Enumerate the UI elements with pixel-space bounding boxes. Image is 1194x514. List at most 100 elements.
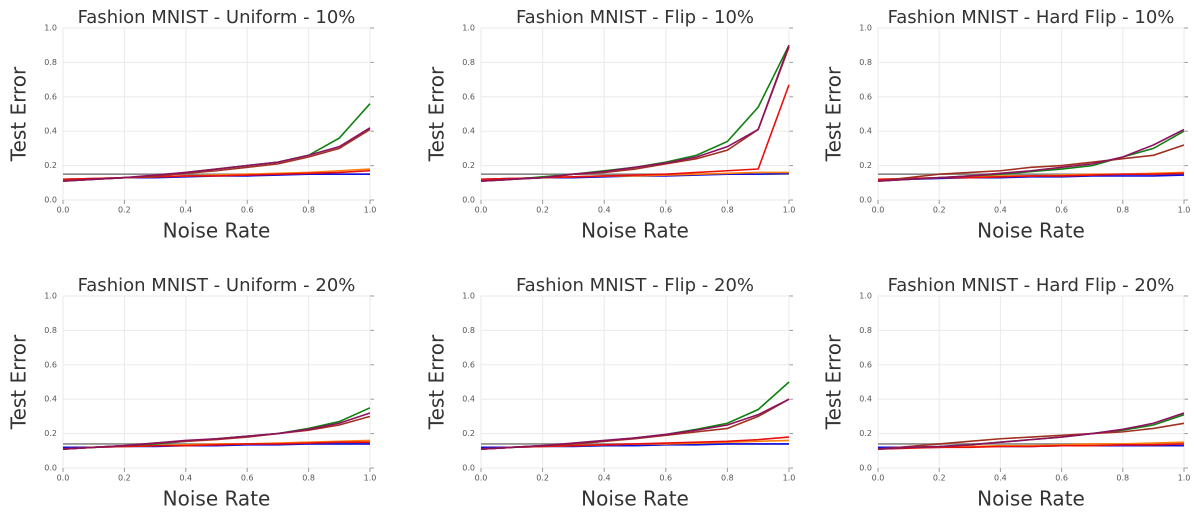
y-tick-label: 0.8 bbox=[859, 326, 872, 335]
chart-title: Fashion MNIST - Hard Flip - 10% bbox=[888, 7, 1175, 28]
y-tick-label: 0.2 bbox=[859, 429, 872, 438]
x-tick-label: 0.8 bbox=[1116, 474, 1129, 483]
x-tick-label: 0.0 bbox=[475, 474, 488, 483]
x-tick-label: 0.2 bbox=[536, 206, 549, 215]
subplot: 0.0 0.2 0.4 0.6 0.8 1.0 0.0 0.2 0.4 0.6 0.8 1.0 Fash… bbox=[822, 275, 1191, 511]
series-line bbox=[480, 398, 790, 450]
x-tick-label: 0.6 bbox=[1055, 206, 1068, 215]
subplot: 0.0 0.2 0.4 0.6 0.8 1.0 0.0 0.2 0.4 0.6 0.8 1.0 Fash… bbox=[822, 7, 1191, 243]
y-axis-label: Test Error bbox=[425, 66, 449, 162]
y-axis-label: Test Error bbox=[7, 66, 31, 162]
y-tick-label: 0.6 bbox=[44, 360, 57, 369]
series-line bbox=[877, 422, 1185, 450]
y-tick-label: 0.8 bbox=[44, 326, 57, 335]
subplot: 0.0 0.2 0.4 0.6 0.8 1.0 0.0 0.2 0.4 0.6 0.8 1.0 Fash… bbox=[7, 275, 377, 511]
y-tick-label: 1.0 bbox=[44, 24, 57, 33]
y-tick-label: 0.0 bbox=[462, 196, 475, 205]
x-tick-label: 0.6 bbox=[659, 206, 672, 215]
x-tick-label: 0.0 bbox=[872, 206, 885, 215]
chart-title: Fashion MNIST - Hard Flip - 20% bbox=[888, 275, 1175, 296]
y-tick-label: 0.4 bbox=[859, 395, 872, 404]
x-tick-label: 0.0 bbox=[57, 206, 70, 215]
x-tick-label: 0.2 bbox=[118, 206, 131, 215]
x-tick-label: 0.2 bbox=[933, 474, 946, 483]
x-axis-label: Noise Rate bbox=[977, 219, 1085, 243]
series-line bbox=[480, 44, 790, 182]
x-tick-label: 1.0 bbox=[783, 206, 796, 215]
y-tick-label: 0.2 bbox=[859, 161, 872, 170]
y-tick-label: 0.8 bbox=[44, 58, 57, 67]
x-tick-label: 0.2 bbox=[933, 206, 946, 215]
series-line bbox=[62, 127, 371, 182]
x-tick-label: 1.0 bbox=[783, 474, 796, 483]
y-tick-label: 0.4 bbox=[44, 127, 57, 136]
chart-title: Fashion MNIST - Flip - 10% bbox=[516, 7, 754, 28]
x-axis-label: Noise Rate bbox=[163, 219, 271, 243]
y-tick-label: 0.8 bbox=[462, 58, 475, 67]
x-tick-label: 0.8 bbox=[721, 206, 734, 215]
x-tick-label: 1.0 bbox=[364, 474, 377, 483]
y-tick-label: 0.6 bbox=[859, 360, 872, 369]
x-tick-label: 0.0 bbox=[872, 474, 885, 483]
y-tick-label: 0.8 bbox=[859, 58, 872, 67]
y-tick-label: 0.2 bbox=[462, 429, 475, 438]
series-line bbox=[877, 412, 1185, 450]
y-tick-label: 0.6 bbox=[859, 92, 872, 101]
series-line bbox=[877, 144, 1185, 182]
x-axis-label: Noise Rate bbox=[163, 487, 271, 511]
y-tick-label: 0.0 bbox=[462, 464, 475, 473]
subplot: 0.0 0.2 0.4 0.6 0.8 1.0 0.0 0.2 0.4 0.6 0.8 1.0 Fash… bbox=[425, 7, 796, 243]
y-tick-label: 0.6 bbox=[462, 360, 475, 369]
y-axis-label: Test Error bbox=[7, 334, 31, 430]
y-tick-label: 0.0 bbox=[44, 196, 57, 205]
y-tick-label: 0.8 bbox=[462, 326, 475, 335]
x-tick-label: 0.8 bbox=[302, 474, 315, 483]
y-tick-label: 0.4 bbox=[462, 127, 475, 136]
series-line bbox=[480, 46, 790, 182]
x-tick-label: 0.4 bbox=[179, 474, 192, 483]
series-line bbox=[480, 439, 790, 450]
x-tick-label: 0.2 bbox=[118, 474, 131, 483]
y-tick-label: 1.0 bbox=[462, 292, 475, 301]
chart-title: Fashion MNIST - Uniform - 20% bbox=[78, 275, 356, 296]
y-axis-label: Test Error bbox=[425, 334, 449, 430]
y-tick-label: 0.4 bbox=[44, 395, 57, 404]
y-tick-label: 0.4 bbox=[859, 127, 872, 136]
x-tick-label: 0.8 bbox=[1116, 206, 1129, 215]
y-tick-label: 1.0 bbox=[859, 292, 872, 301]
x-tick-label: 0.4 bbox=[994, 474, 1007, 483]
y-tick-label: 0.2 bbox=[462, 161, 475, 170]
x-tick-label: 0.6 bbox=[659, 474, 672, 483]
y-tick-label: 1.0 bbox=[859, 24, 872, 33]
x-tick-label: 0.0 bbox=[475, 206, 488, 215]
x-tick-label: 0.0 bbox=[57, 474, 70, 483]
x-tick-label: 0.2 bbox=[536, 474, 549, 483]
x-tick-label: 0.4 bbox=[994, 206, 1007, 215]
x-tick-label: 1.0 bbox=[1178, 474, 1191, 483]
y-tick-label: 0.6 bbox=[462, 92, 475, 101]
x-tick-label: 1.0 bbox=[364, 206, 377, 215]
chart-title: Fashion MNIST - Flip - 20% bbox=[516, 275, 754, 296]
y-axis-label: Test Error bbox=[822, 66, 846, 162]
x-tick-label: 0.4 bbox=[179, 206, 192, 215]
series-line bbox=[62, 412, 371, 450]
subplot: 0.0 0.2 0.4 0.6 0.8 1.0 0.0 0.2 0.4 0.6 0.8 1.0 Fash… bbox=[7, 7, 377, 243]
x-tick-label: 0.8 bbox=[302, 206, 315, 215]
x-axis-label: Noise Rate bbox=[581, 219, 689, 243]
x-tick-label: 0.6 bbox=[1055, 474, 1068, 483]
x-tick-label: 0.6 bbox=[241, 206, 254, 215]
y-tick-label: 1.0 bbox=[462, 24, 475, 33]
y-tick-label: 1.0 bbox=[44, 292, 57, 301]
x-tick-label: 0.8 bbox=[721, 474, 734, 483]
x-axis-label: Noise Rate bbox=[581, 487, 689, 511]
x-tick-label: 1.0 bbox=[1178, 206, 1191, 215]
x-tick-label: 0.4 bbox=[598, 206, 611, 215]
y-tick-label: 0.0 bbox=[859, 196, 872, 205]
y-tick-label: 0.6 bbox=[44, 92, 57, 101]
y-tick-label: 0.2 bbox=[44, 429, 57, 438]
x-tick-label: 0.6 bbox=[241, 474, 254, 483]
x-axis-label: Noise Rate bbox=[977, 487, 1085, 511]
y-tick-label: 0.4 bbox=[462, 395, 475, 404]
chart-title: Fashion MNIST - Uniform - 10% bbox=[78, 7, 356, 28]
